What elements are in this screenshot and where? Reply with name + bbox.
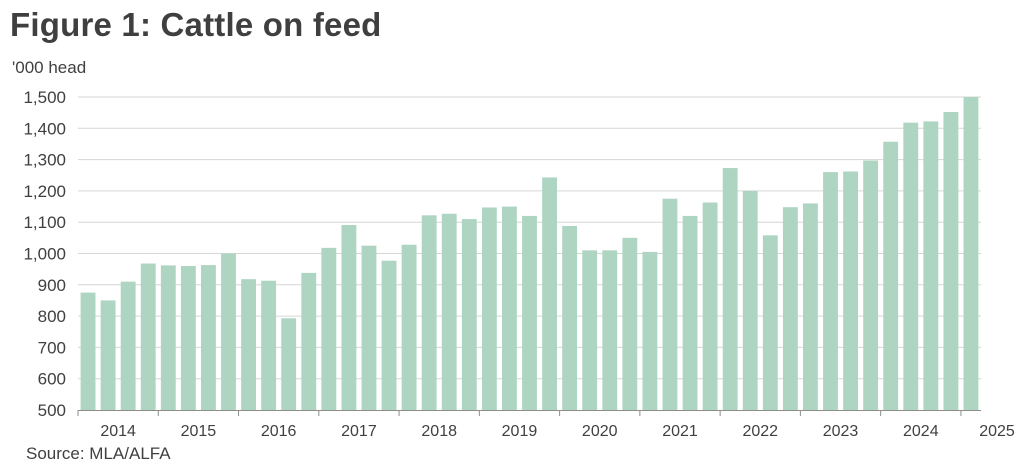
bar [421,215,437,410]
bar [361,245,377,410]
bar [120,281,136,410]
x-tick-label: 2019 [502,423,538,440]
x-tick-label: 2014 [100,423,136,440]
x-tick-label: 2017 [341,423,377,440]
y-tick-label: 600 [38,370,66,389]
bars [80,97,979,411]
chart-title: Figure 1: Cattle on feed [10,6,382,43]
y-axis-unit-label: '000 head [12,58,87,77]
bar [281,318,297,410]
y-tick-label: 1,500 [23,88,66,107]
x-tick-label: 2018 [421,423,457,440]
y-tick-label: 1,000 [23,245,66,264]
bar [241,279,256,410]
bar [542,177,557,410]
y-tick-label: 500 [38,401,66,420]
bar [441,213,457,410]
x-tick-label: 2022 [742,423,778,440]
bar [140,263,156,410]
bar [401,244,417,410]
bar [100,300,116,410]
y-tick-label: 900 [38,276,66,295]
y-tick-label: 1,200 [23,182,66,201]
y-tick-label: 800 [38,307,66,326]
bar [863,160,879,410]
y-tick-label: 1,300 [23,151,66,170]
x-tick-label: 2023 [823,423,859,440]
bar [602,250,618,410]
x-axis: 2014 2015 2016 2017 2018 2019 2020 2021 2022 2023… [77,410,1015,440]
bar [662,198,678,410]
bar [502,206,517,410]
y-tick-label: 1,100 [23,213,66,232]
x-tick-label: 2021 [662,423,698,440]
y-axis-ticks: 500 600 700 800 900 1,000 1,100 1,200 1,300 1,400… [23,88,66,420]
bar [221,253,236,410]
x-tick-label: 2015 [181,423,217,440]
bar [722,168,738,410]
bar [261,280,277,410]
bar [642,251,658,410]
bar [843,171,858,410]
bar [622,237,638,410]
bar [201,265,216,410]
bar [883,141,899,410]
y-tick-label: 700 [38,338,66,357]
bar [461,219,477,410]
bar [301,272,317,410]
bar [782,207,798,410]
bar [903,122,919,410]
bar [160,265,176,410]
bar [481,207,497,410]
bar [582,250,598,410]
x-tick-label: 2016 [261,423,297,440]
x-tick-label: 2025 [979,423,1015,440]
bar [522,215,537,410]
x-tick-label: 2020 [582,423,618,440]
bar [180,266,196,410]
bar [682,215,698,410]
bar [341,225,357,410]
bar [80,292,96,410]
bar [963,97,979,410]
x-tick-label: 2024 [903,423,939,440]
bar [702,202,718,410]
bar [762,235,778,410]
bar [823,172,838,410]
bar [803,203,818,410]
bar [742,190,758,410]
source-note: Source: MLA/ALFA [26,444,171,463]
y-tick-label: 1,400 [23,119,66,138]
bar [943,112,959,411]
bar [923,121,939,410]
bar [321,247,337,410]
bar [381,260,397,410]
bar [562,225,578,410]
